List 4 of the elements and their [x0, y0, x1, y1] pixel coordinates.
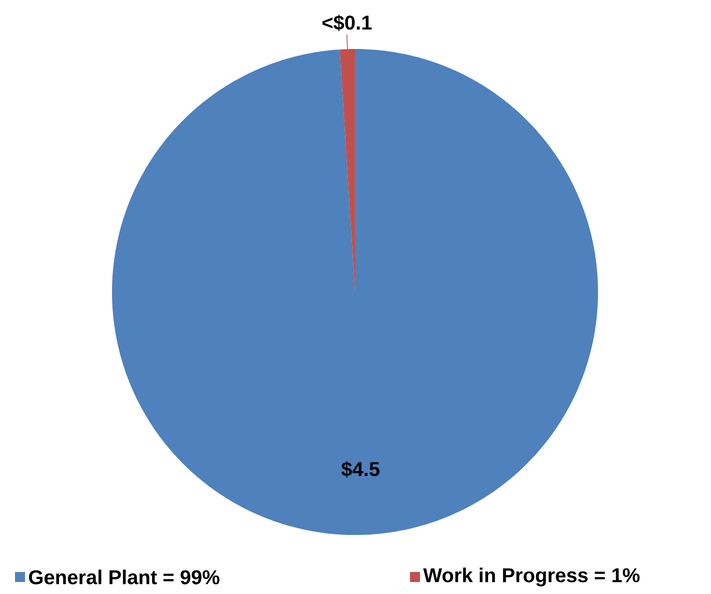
legend-label: Work in Progress = 1% [423, 568, 640, 586]
text: <$0.1 [322, 14, 372, 32]
legend-label: General Plant = 99% [29, 570, 220, 584]
text: $4.5 [341, 461, 380, 478]
